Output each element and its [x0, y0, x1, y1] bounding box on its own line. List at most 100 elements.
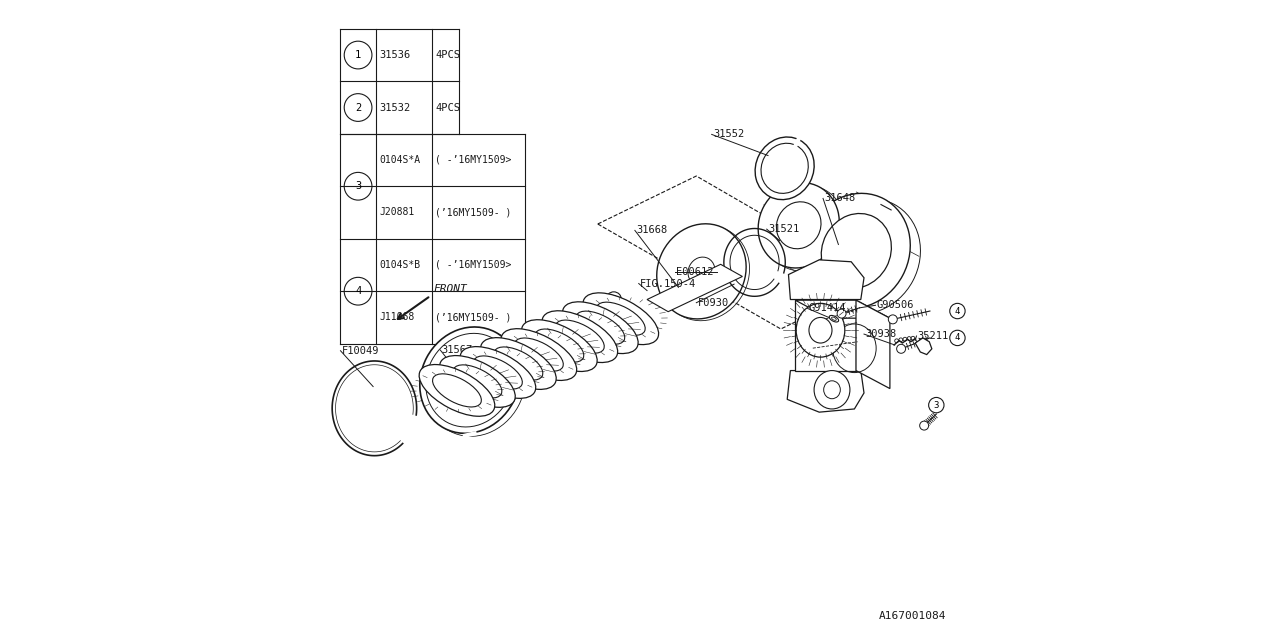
- Ellipse shape: [596, 302, 645, 335]
- Polygon shape: [856, 300, 890, 388]
- Polygon shape: [646, 264, 742, 312]
- Text: 1: 1: [581, 308, 588, 317]
- Text: FIG.150-4: FIG.150-4: [640, 278, 696, 289]
- Text: 2: 2: [571, 313, 576, 322]
- Ellipse shape: [762, 143, 808, 193]
- Text: 4PCS: 4PCS: [435, 102, 461, 113]
- Ellipse shape: [420, 327, 520, 433]
- Ellipse shape: [419, 365, 495, 416]
- Text: 3: 3: [933, 401, 940, 410]
- Text: 31668: 31668: [636, 225, 667, 236]
- Polygon shape: [915, 338, 932, 355]
- Circle shape: [837, 309, 846, 318]
- Circle shape: [888, 315, 897, 324]
- Circle shape: [576, 305, 591, 320]
- Ellipse shape: [515, 338, 563, 371]
- Ellipse shape: [777, 202, 820, 249]
- Text: 1: 1: [355, 50, 361, 60]
- Text: 2: 2: [355, 102, 361, 113]
- Text: 1: 1: [541, 326, 547, 335]
- Circle shape: [557, 314, 572, 330]
- Text: J20881: J20881: [379, 207, 415, 218]
- Ellipse shape: [657, 224, 746, 319]
- Circle shape: [950, 303, 965, 319]
- Ellipse shape: [460, 347, 536, 398]
- Text: A167001084: A167001084: [878, 611, 946, 621]
- Text: F10049: F10049: [342, 346, 379, 356]
- Ellipse shape: [829, 316, 838, 322]
- Circle shape: [607, 292, 622, 307]
- Ellipse shape: [803, 193, 910, 308]
- Text: G91414: G91414: [809, 303, 846, 314]
- Text: (’16MY1509- ): (’16MY1509- ): [435, 312, 512, 323]
- Ellipse shape: [480, 338, 557, 389]
- Ellipse shape: [832, 317, 836, 321]
- Ellipse shape: [541, 311, 618, 362]
- Ellipse shape: [809, 317, 832, 343]
- Circle shape: [566, 310, 581, 325]
- Text: FRONT: FRONT: [433, 284, 467, 294]
- Text: 1: 1: [602, 299, 608, 308]
- Polygon shape: [795, 300, 890, 318]
- Ellipse shape: [824, 381, 841, 399]
- Text: 31567: 31567: [442, 345, 472, 355]
- Text: 4: 4: [955, 307, 960, 316]
- Text: 31521: 31521: [768, 224, 799, 234]
- Text: 2: 2: [531, 332, 536, 340]
- Text: E00612: E00612: [677, 267, 714, 277]
- Circle shape: [919, 421, 929, 430]
- Text: (’16MY1509- ): (’16MY1509- ): [435, 207, 512, 218]
- Circle shape: [950, 330, 965, 346]
- Text: 4PCS: 4PCS: [435, 50, 461, 60]
- Text: 0104S*A: 0104S*A: [379, 155, 421, 165]
- Circle shape: [596, 296, 612, 311]
- Ellipse shape: [433, 374, 481, 407]
- Text: 31536: 31536: [379, 50, 411, 60]
- Ellipse shape: [474, 356, 522, 389]
- Ellipse shape: [576, 311, 625, 344]
- Ellipse shape: [755, 137, 814, 200]
- Ellipse shape: [521, 320, 598, 371]
- Polygon shape: [787, 371, 864, 412]
- Ellipse shape: [453, 365, 502, 398]
- Ellipse shape: [426, 333, 513, 427]
- Text: 31532: 31532: [379, 102, 411, 113]
- Text: 4: 4: [355, 286, 361, 296]
- Text: 1: 1: [522, 336, 527, 345]
- Ellipse shape: [689, 257, 714, 285]
- Circle shape: [517, 333, 532, 348]
- Text: 0104S*B: 0104S*B: [379, 260, 421, 270]
- Ellipse shape: [796, 303, 845, 357]
- Text: ( -’16MY1509>: ( -’16MY1509>: [435, 155, 512, 165]
- Ellipse shape: [822, 214, 891, 288]
- Text: 2: 2: [590, 303, 596, 312]
- Ellipse shape: [439, 356, 516, 407]
- Circle shape: [586, 300, 602, 316]
- Ellipse shape: [582, 293, 659, 344]
- Polygon shape: [788, 260, 864, 300]
- Text: F0930: F0930: [698, 298, 728, 308]
- Circle shape: [526, 328, 541, 344]
- Ellipse shape: [500, 329, 577, 380]
- Text: 35211: 35211: [918, 331, 948, 341]
- Text: 3: 3: [355, 181, 361, 191]
- Text: 2: 2: [552, 323, 557, 332]
- Circle shape: [896, 344, 906, 353]
- Text: 4: 4: [955, 333, 960, 342]
- Ellipse shape: [814, 371, 850, 409]
- Text: G90506: G90506: [877, 300, 914, 310]
- Ellipse shape: [562, 302, 639, 353]
- Text: ( -’16MY1509>: ( -’16MY1509>: [435, 260, 512, 270]
- Ellipse shape: [758, 182, 840, 268]
- Ellipse shape: [535, 329, 584, 362]
- Text: 30938: 30938: [865, 329, 896, 339]
- Circle shape: [536, 323, 552, 339]
- Text: 31648: 31648: [824, 193, 855, 204]
- Polygon shape: [795, 300, 856, 371]
- Text: 31552: 31552: [713, 129, 744, 140]
- Text: 2: 2: [611, 295, 617, 304]
- Text: 1: 1: [562, 317, 567, 326]
- Ellipse shape: [556, 320, 604, 353]
- Circle shape: [929, 397, 943, 413]
- Text: J11068: J11068: [379, 312, 415, 323]
